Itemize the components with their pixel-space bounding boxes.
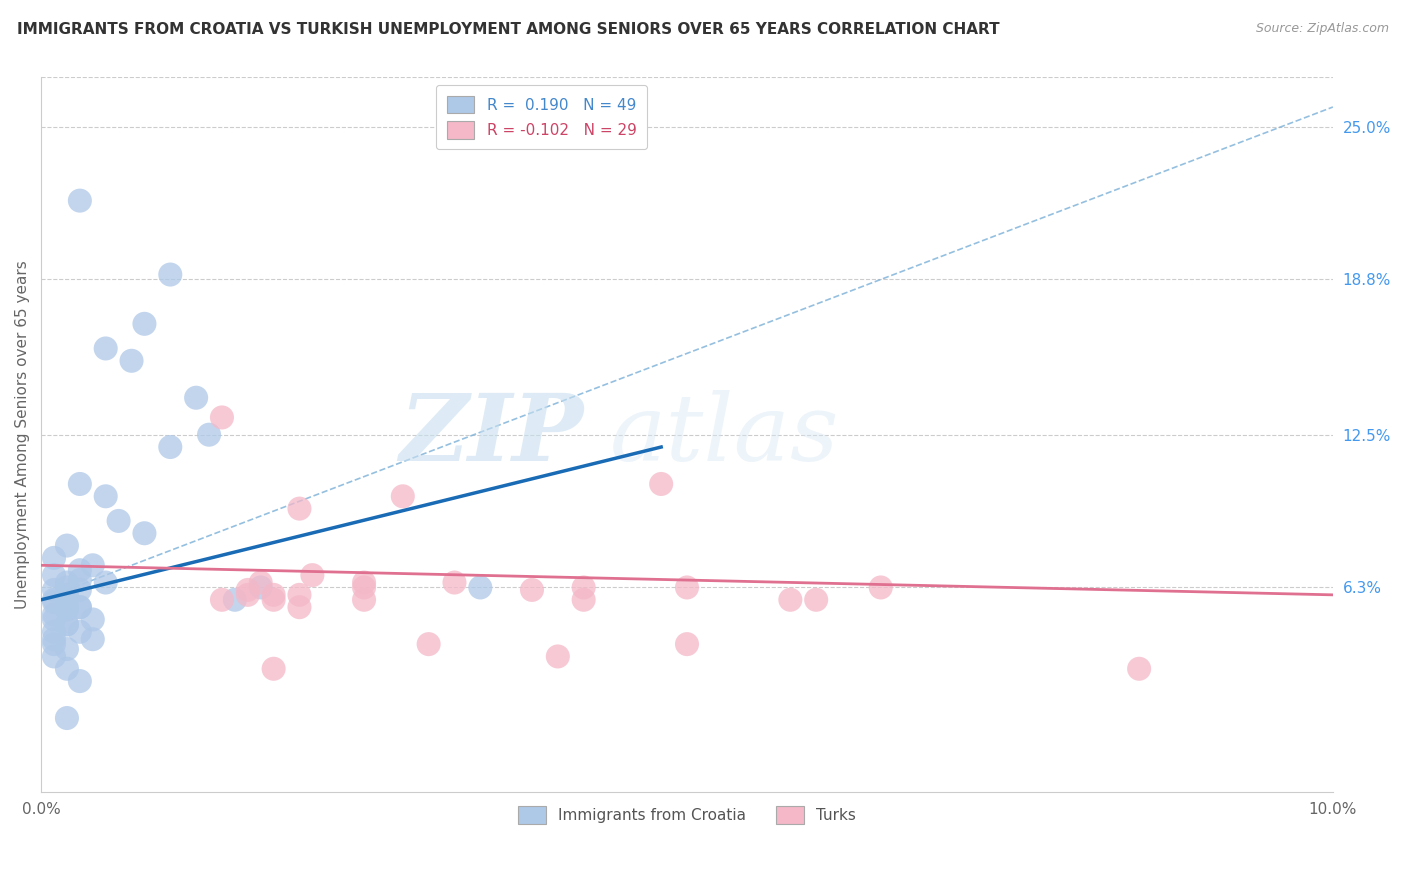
Point xyxy=(224,592,246,607)
Point xyxy=(159,268,181,282)
Point xyxy=(56,575,79,590)
Point xyxy=(288,501,311,516)
Point xyxy=(134,317,156,331)
Point xyxy=(353,575,375,590)
Legend: Immigrants from Croatia, Turks: Immigrants from Croatia, Turks xyxy=(508,796,866,834)
Point xyxy=(94,342,117,356)
Point xyxy=(42,624,65,639)
Point xyxy=(418,637,440,651)
Point xyxy=(134,526,156,541)
Point xyxy=(869,581,891,595)
Point xyxy=(1128,662,1150,676)
Point xyxy=(249,581,271,595)
Point xyxy=(107,514,129,528)
Point xyxy=(56,711,79,725)
Point xyxy=(69,573,91,587)
Point xyxy=(69,563,91,577)
Point xyxy=(42,550,65,565)
Point xyxy=(806,592,828,607)
Point xyxy=(676,581,699,595)
Point xyxy=(42,607,65,622)
Point xyxy=(56,592,79,607)
Point xyxy=(56,642,79,657)
Y-axis label: Unemployment Among Seniors over 65 years: Unemployment Among Seniors over 65 years xyxy=(15,260,30,609)
Point xyxy=(42,637,65,651)
Point xyxy=(288,600,311,615)
Point xyxy=(82,632,104,647)
Point xyxy=(236,588,259,602)
Point xyxy=(301,568,323,582)
Point xyxy=(572,581,595,595)
Point xyxy=(263,592,285,607)
Point xyxy=(56,602,79,616)
Point xyxy=(42,632,65,647)
Text: IMMIGRANTS FROM CROATIA VS TURKISH UNEMPLOYMENT AMONG SENIORS OVER 65 YEARS CORR: IMMIGRANTS FROM CROATIA VS TURKISH UNEMP… xyxy=(17,22,1000,37)
Point xyxy=(82,612,104,626)
Point xyxy=(211,592,233,607)
Text: atlas: atlas xyxy=(609,390,839,480)
Point xyxy=(56,617,79,632)
Point xyxy=(69,600,91,615)
Point xyxy=(69,600,91,615)
Point xyxy=(56,588,79,602)
Point xyxy=(82,558,104,573)
Point xyxy=(263,588,285,602)
Point xyxy=(42,649,65,664)
Text: ZIP: ZIP xyxy=(399,390,583,480)
Point xyxy=(42,592,65,607)
Point xyxy=(56,581,79,595)
Point xyxy=(443,575,465,590)
Point xyxy=(69,674,91,689)
Point xyxy=(94,489,117,503)
Point xyxy=(353,592,375,607)
Point xyxy=(56,539,79,553)
Point xyxy=(779,592,801,607)
Point xyxy=(69,624,91,639)
Point xyxy=(198,427,221,442)
Point xyxy=(42,568,65,582)
Point xyxy=(56,617,79,632)
Point xyxy=(353,581,375,595)
Point xyxy=(547,649,569,664)
Point xyxy=(470,581,492,595)
Point xyxy=(211,410,233,425)
Point xyxy=(159,440,181,454)
Point xyxy=(184,391,207,405)
Point xyxy=(94,575,117,590)
Point xyxy=(236,582,259,597)
Point xyxy=(56,662,79,676)
Point xyxy=(650,477,672,491)
Point xyxy=(69,194,91,208)
Point xyxy=(288,588,311,602)
Point xyxy=(42,582,65,597)
Point xyxy=(56,600,79,615)
Point xyxy=(69,582,91,597)
Point xyxy=(42,595,65,609)
Point xyxy=(391,489,413,503)
Text: Source: ZipAtlas.com: Source: ZipAtlas.com xyxy=(1256,22,1389,36)
Point xyxy=(263,662,285,676)
Point xyxy=(69,477,91,491)
Point xyxy=(572,592,595,607)
Point xyxy=(676,637,699,651)
Point xyxy=(42,612,65,626)
Point xyxy=(520,582,543,597)
Point xyxy=(249,575,271,590)
Point xyxy=(121,353,143,368)
